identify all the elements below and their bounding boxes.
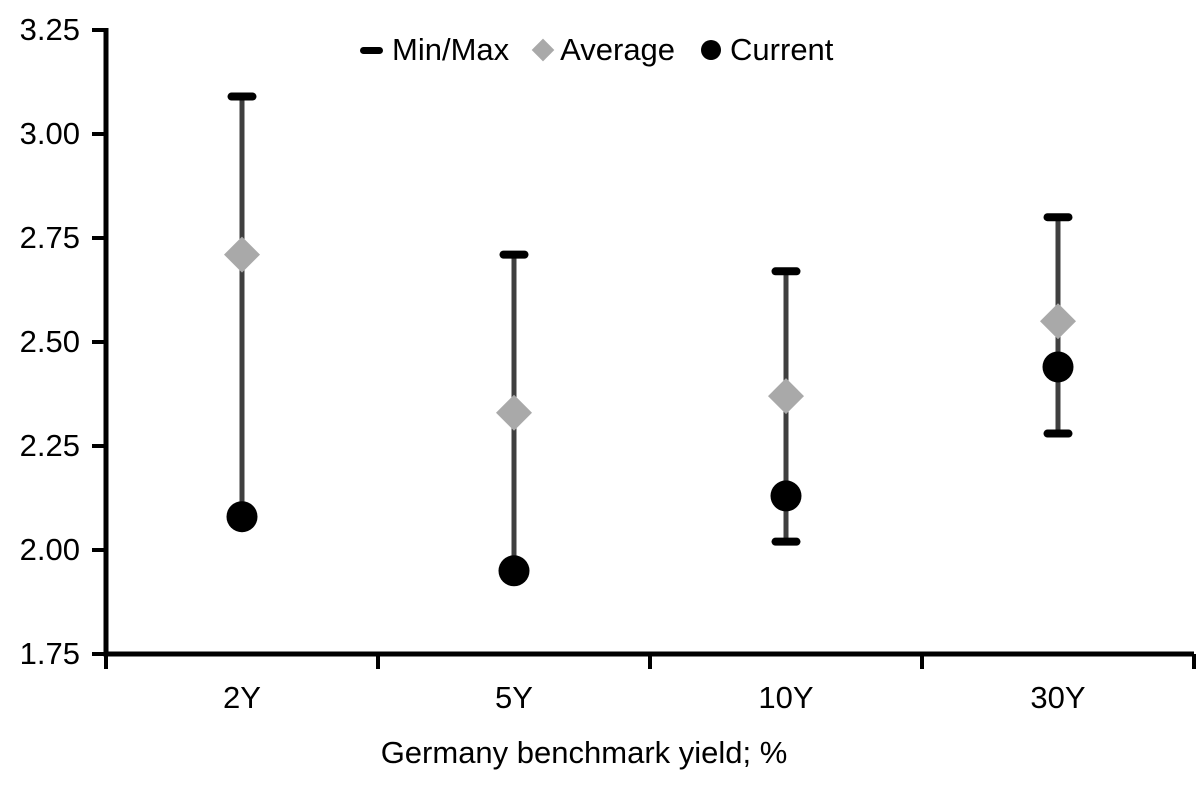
y-tick-label: 3.25 [20,12,80,47]
y-tick-label: 2.75 [20,220,80,255]
current-marker [498,555,530,587]
series-group [224,92,1076,587]
legend-label: Min/Max [392,32,510,67]
min-cap [771,537,801,546]
min-cap [1043,429,1073,438]
legend-item-current: Current [701,31,833,69]
y-tick-label: 3.00 [20,116,80,151]
y-tick-label: 2.50 [20,324,80,359]
circle-marker-icon [701,40,722,60]
legend-label: Average [560,32,676,67]
max-cap [227,92,257,101]
x-tick-label: 2Y [223,680,261,715]
legend: Min/Max Average Current [360,31,833,69]
x-tick-label: 10Y [758,680,813,715]
legend-item-min-max: Min/Max [360,31,509,69]
current-marker [770,480,802,512]
max-cap [499,250,529,259]
y-tick-label: 2.00 [20,532,80,567]
x-axis-title: Germany benchmark yield; % [380,735,788,770]
average-marker [496,394,532,431]
average-marker [768,378,804,415]
max-cap [1043,213,1073,222]
y-tick-label: 2.25 [20,428,80,463]
x-tick-label: 30Y [1030,680,1085,715]
diamond-marker-icon [531,38,555,62]
average-marker [224,236,260,273]
average-marker [1040,303,1076,340]
y-tick-label: 1.75 [20,636,80,671]
dash-marker-icon [360,46,383,54]
current-marker [226,501,258,533]
axes-group: 3.25 3.00 2.75 2.50 2.25 2.00 1.75 2Y 5Y 10Y 30Y [20,12,1196,715]
current-marker [1042,351,1074,383]
legend-label: Current [730,32,834,67]
legend-item-average: Average [531,31,676,69]
x-tick-label: 5Y [495,680,533,715]
max-cap [771,267,801,276]
